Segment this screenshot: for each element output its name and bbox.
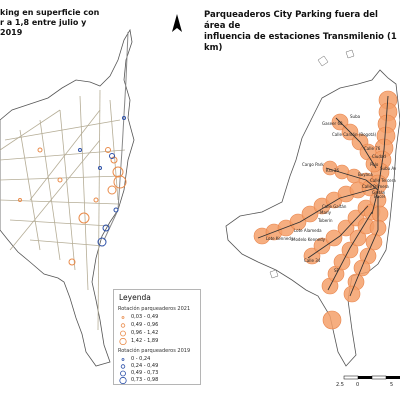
svg-text:Modelo Kennedy: Modelo Kennedy <box>292 237 326 242</box>
scale-bar <box>343 375 400 380</box>
point-2019 <box>102 224 110 232</box>
svg-text:Lote Kennedy: Lote Kennedy <box>266 236 294 241</box>
point-2019 <box>109 153 115 159</box>
svg-text:Calle Tercera: Calle Tercera <box>370 178 396 183</box>
point-2019 <box>78 148 82 152</box>
station-labels: Suba Gaseer 68 Calle Cantón (Bogotá) Ciu… <box>266 114 397 273</box>
legend-section-2019: Rotación parqueaderos 2019 <box>118 348 191 354</box>
legend-title: Leyenda <box>119 293 151 302</box>
scale-label: 2.5 <box>336 382 344 388</box>
point-2021 <box>57 177 63 183</box>
left-main-route <box>103 31 129 241</box>
point-2021 <box>107 185 117 195</box>
transmilenio-routes <box>257 95 389 297</box>
right-islands <box>269 49 355 279</box>
svg-text:Suba: Suba <box>350 114 361 119</box>
left-city-outline <box>0 28 135 367</box>
point-2021 <box>93 197 99 203</box>
svg-text:Calle 34: Calle 34 <box>304 258 321 263</box>
left-road-network <box>0 89 126 331</box>
svg-text:Calle Primera: Calle Primera <box>362 184 389 189</box>
point-2021 <box>37 147 43 153</box>
svg-text:Gaitán: Gaitán <box>372 190 386 195</box>
svg-text:Boyacá: Boyacá <box>358 172 373 177</box>
svg-text:Cargo Park: Cargo Park <box>302 162 324 167</box>
svg-text:Suba Av: Suba Av <box>380 166 397 171</box>
left-map-title: king en superficie con r a 1,8 entre jul… <box>0 8 100 37</box>
right-map-title: Parqueaderos City Parking fuera del área… <box>204 10 397 53</box>
point-2021 <box>105 147 111 153</box>
svg-text:Kra 26: Kra 26 <box>326 168 340 173</box>
point-2021 <box>68 258 76 266</box>
left-parking-points <box>18 116 127 266</box>
svg-text:Lote Alameda: Lote Alameda <box>294 228 322 233</box>
svg-text:Polo: Polo <box>370 162 379 167</box>
svg-text:Marly: Marly <box>320 210 332 215</box>
scale-label: 5 <box>390 382 394 388</box>
scale-label: 0 <box>356 382 360 388</box>
svg-text:Bacel: Bacel <box>374 194 385 199</box>
svg-text:Ciudad: Ciudad <box>372 154 386 159</box>
legend: Leyenda Rotación parqueaderos 2021 0,03 … <box>113 289 201 385</box>
point-2021 <box>78 212 90 224</box>
svg-text:Toberín: Toberín <box>317 218 333 223</box>
point-2019 <box>98 166 102 170</box>
svg-text:Calle Cantón (Bogotá): Calle Cantón (Bogotá) <box>332 132 377 137</box>
point-2021 <box>112 166 124 178</box>
svg-text:SF: SF <box>334 268 340 273</box>
north-arrow-icon <box>172 14 182 32</box>
point-2019 <box>113 207 119 213</box>
legend-section-2021: Rotación parqueaderos 2021 <box>118 306 191 312</box>
point-2019 <box>122 116 126 120</box>
point-2021 <box>113 175 127 189</box>
svg-text:Gaseer 68: Gaseer 68 <box>322 121 343 126</box>
buffer-zones <box>253 90 398 330</box>
point-2019 <box>97 237 107 247</box>
svg-text:Calle Gaitán: Calle Gaitán <box>322 204 347 209</box>
svg-text:Calle 76: Calle 76 <box>364 146 381 151</box>
point-2021 <box>18 198 22 202</box>
